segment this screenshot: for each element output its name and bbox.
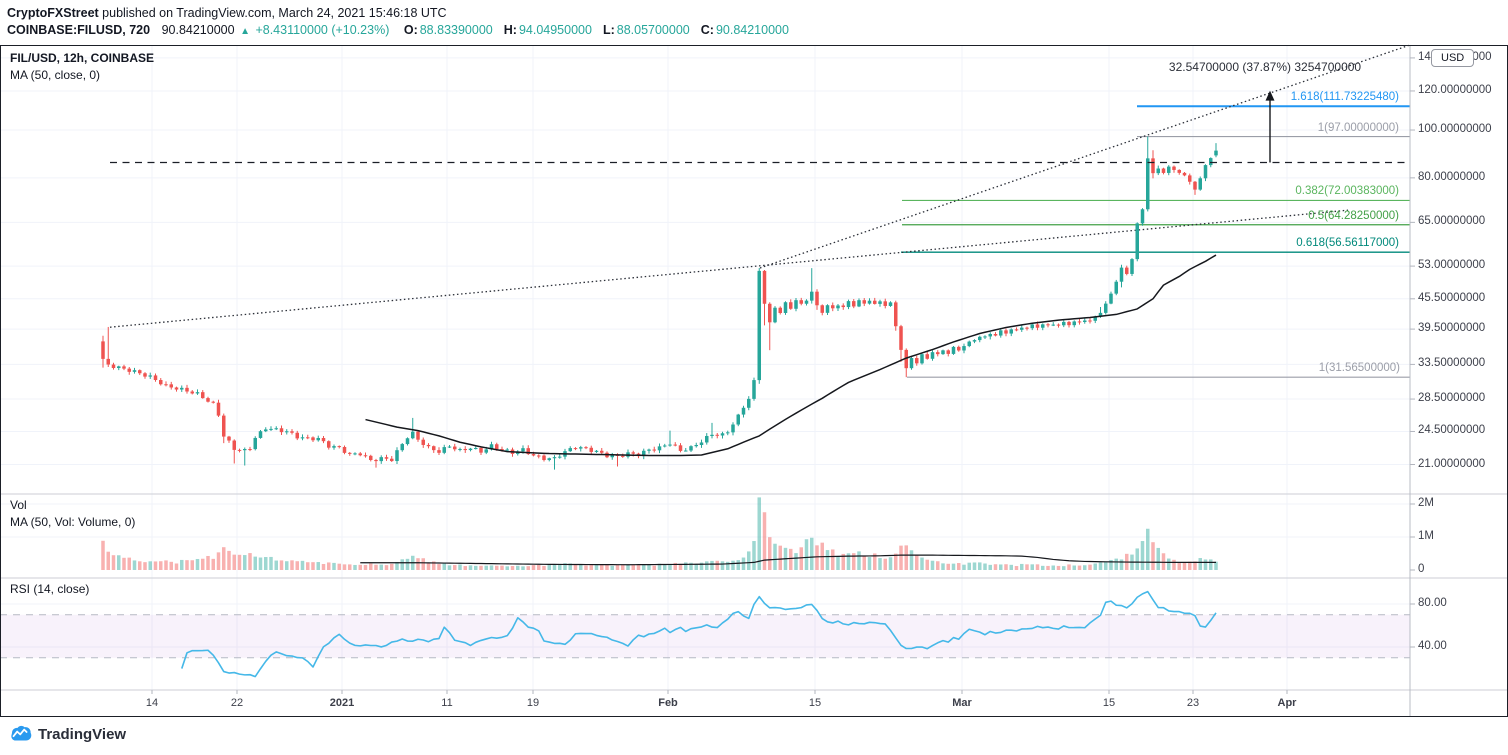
time-tick-label: Feb — [658, 697, 678, 709]
trendline — [109, 209, 1349, 328]
tradingview-brand-text[interactable]: TradingView — [38, 725, 127, 743]
fib-levels — [901, 105, 1410, 378]
fib-level-label[interactable]: 0.618(56.56117000) — [1296, 237, 1399, 250]
price-tick-label: 120.00000000 — [1418, 83, 1492, 96]
ohlc-key: C: — [700, 23, 714, 37]
symbol-label[interactable]: COINBASE:FILUSD, 720 — [7, 23, 151, 37]
up-arrow-icon: ▲ — [240, 26, 250, 37]
price-tick-label: 80.00000000 — [1418, 170, 1486, 183]
time-tick-label: 11 — [441, 697, 453, 709]
last-price: 90.84210000 — [161, 23, 235, 37]
rsi-line — [180, 590, 1217, 678]
price-tick-label: 39.50000000 — [1418, 322, 1486, 335]
time-tick-label: Apr — [1277, 697, 1297, 709]
ohlc-value: 94.04950000 — [518, 23, 592, 37]
price-tick-label: 21.00000000 — [1418, 457, 1486, 470]
volume-pane-legend-ma[interactable]: MA (50, Vol: Volume, 0) — [10, 515, 136, 529]
price-tick-label: 65.00000000 — [1418, 215, 1486, 228]
volume-ma-line — [360, 554, 1216, 566]
currency-badge: USD — [1431, 49, 1475, 67]
quote-line: COINBASE:FILUSD, 720 90.84210000 ▲ +8.43… — [7, 23, 793, 37]
time-tick-label: 2021 — [329, 697, 355, 709]
volume-tick-label: 1M — [1418, 530, 1434, 542]
ohlc-key: O: — [403, 23, 418, 37]
time-tick-label: 22 — [230, 697, 244, 709]
rsi-tick-label: 40.00 — [1418, 640, 1447, 652]
price-tick-label: 45.50000000 — [1418, 291, 1486, 304]
volume-tick-label: 2M — [1418, 497, 1434, 509]
price-tick-label: 33.50000000 — [1418, 357, 1486, 370]
time-tick-label: Mar — [952, 697, 972, 709]
attribution-text: published on TradingView.com, March 24, … — [98, 6, 447, 20]
attribution-author: CryptoFXStreet — [7, 6, 99, 20]
ohlc-key: L: — [602, 23, 615, 37]
fib-level-label[interactable]: 1(97.00000000) — [1317, 121, 1399, 134]
main-pane-legend-title[interactable]: FIL/USD, 12h, COINBASE — [10, 51, 155, 65]
ohlc-value: 88.83390000 — [419, 23, 493, 37]
rsi-band — [0, 614, 1410, 658]
measurement-annotation[interactable]: 32.54700000 (37.87%) 3254700000 — [1168, 60, 1362, 74]
ohlc-values: O: 88.83390000 H: 94.04950000 L: 88.05700000 C… — [395, 23, 791, 37]
volume-tick-label: 0 — [1418, 563, 1425, 575]
time-tick-label: 23 — [1186, 697, 1200, 709]
fib-level-label[interactable]: 0.382(72.00383000) — [1295, 185, 1399, 198]
price-tick-label: 28.50000000 — [1418, 392, 1486, 405]
price-tick-label: 100.00000000 — [1418, 123, 1492, 136]
main-pane-legend-ma[interactable]: MA (50, close, 0) — [10, 68, 101, 82]
arrow-head — [1265, 90, 1275, 101]
price-tick-label: 53.00000000 — [1418, 259, 1486, 272]
ohlc-key: H: — [503, 23, 517, 37]
volume-bars — [101, 497, 1218, 570]
fib-level-label[interactable]: 1(31.56500000) — [1318, 362, 1400, 375]
trendline — [759, 44, 1411, 269]
fib-level-label[interactable]: 1.618(111.73225480) — [1290, 91, 1399, 104]
rsi-pane-legend-title[interactable]: RSI (14, close) — [10, 582, 90, 596]
volume-pane-legend-title[interactable]: Vol — [10, 498, 27, 512]
price-ma-line — [365, 254, 1217, 457]
time-tick-label: 14 — [145, 697, 159, 709]
ohlc-value: 90.84210000 — [715, 23, 789, 37]
price-tick-label: 24.50000000 — [1418, 424, 1486, 437]
fib-level-label[interactable]: 0.5(64.28250000) — [1308, 209, 1399, 222]
tradingview-logo-icon — [11, 725, 32, 741]
attribution-line: CryptoFXStreet published on TradingView.… — [7, 6, 447, 20]
time-tick-label: 15 — [808, 697, 822, 709]
ohlc-value: 88.05700000 — [616, 23, 690, 37]
candles — [101, 136, 1218, 470]
price-change: +8.43110000 (+10.23%) — [255, 23, 390, 37]
tradingview-attribution[interactable]: TradingView — [8, 722, 126, 746]
time-tick-label: 19 — [526, 697, 540, 709]
rsi-tick-label: 80.00 — [1418, 597, 1447, 609]
time-tick-label: 15 — [1102, 697, 1116, 709]
